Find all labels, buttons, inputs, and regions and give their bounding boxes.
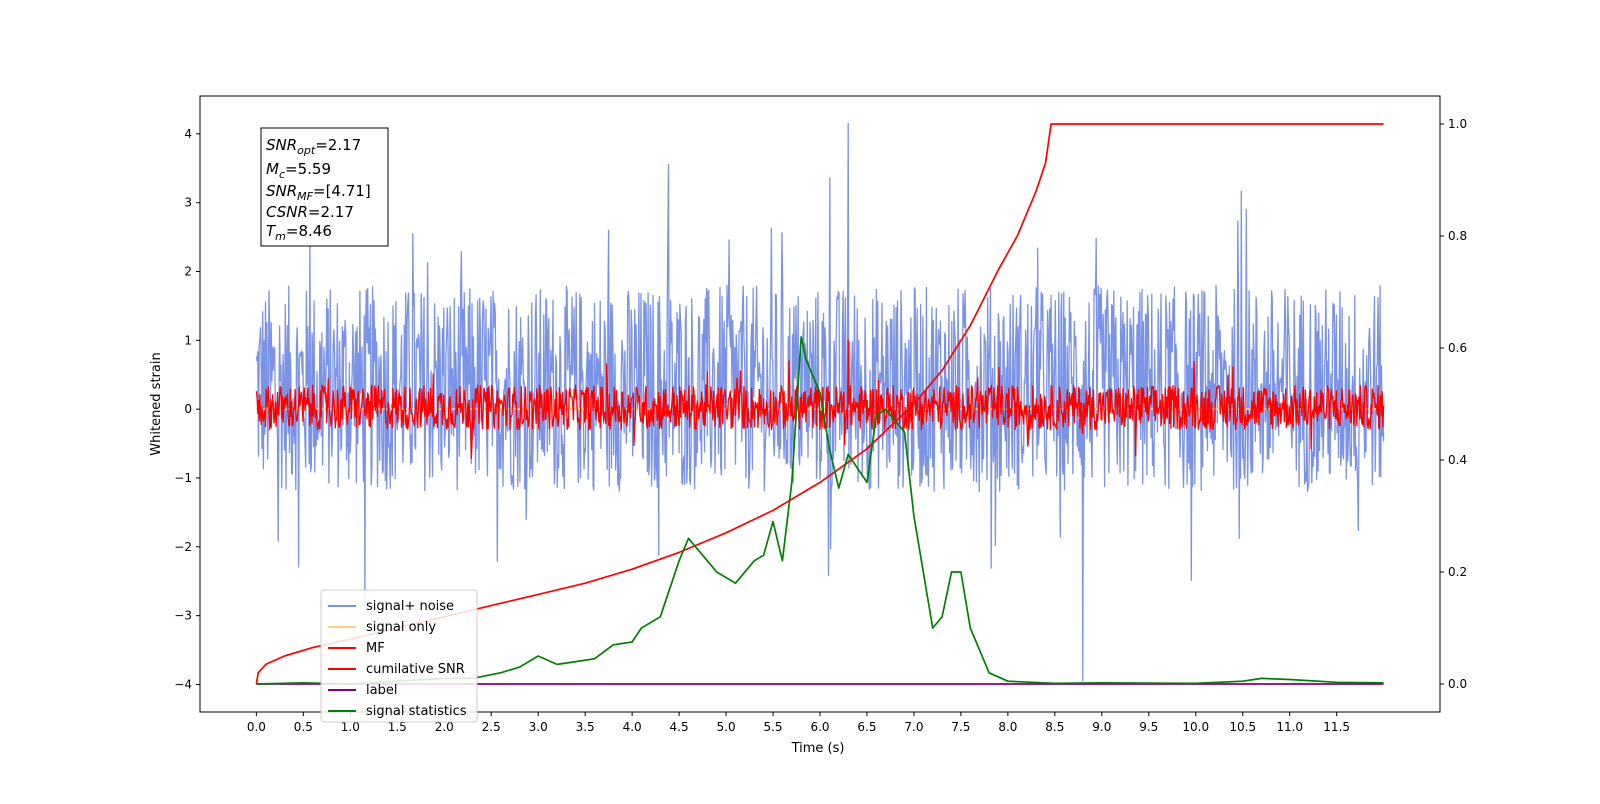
y-right-tick-label: 0.0 [1448, 677, 1467, 691]
y-right-tick-label: 1.0 [1448, 117, 1467, 131]
y-left-tick-label: 1 [184, 333, 192, 347]
x-tick-label: 0.5 [294, 720, 313, 734]
y-left-tick-label: 3 [184, 196, 192, 210]
y-left-tick-label: 4 [184, 127, 192, 141]
legend: signal+ noise signal only MF cumilative SNR… [320, 589, 478, 723]
x-tick-label: 9.0 [1092, 720, 1111, 734]
annotation-box: SNRopt=2.17 Mc=5.59 SNRMF=[4.71] CSNR=2.… [260, 127, 389, 247]
y-left-tick-label: −2 [174, 540, 192, 554]
y-right-tick-label: 0.8 [1448, 229, 1467, 243]
x-axis-label: Time (s) [791, 741, 845, 756]
x-tick-label: 2.0 [435, 720, 454, 734]
x-tick-label: 8.5 [1045, 720, 1064, 734]
y-left-tick-label: −4 [174, 677, 192, 691]
x-tick-label: 10.0 [1182, 720, 1209, 734]
x-tick-label: 2.5 [482, 720, 501, 734]
legend-frame [320, 589, 478, 723]
x-tick-label: 0.0 [247, 720, 266, 734]
y-left-tick-label: −1 [174, 471, 192, 485]
x-tick-label: 9.5 [1139, 720, 1158, 734]
x-tick-label: 1.5 [388, 720, 407, 734]
legend-label: signal+ noise [366, 599, 454, 614]
y-right-tick-label: 0.2 [1448, 565, 1467, 579]
x-tick-label: 1.0 [341, 720, 360, 734]
series-line-signal-statistics [256, 335, 1384, 685]
x-tick-label: 4.0 [623, 720, 642, 734]
legend-label: MF [366, 641, 385, 656]
x-tick-label: 6.5 [857, 720, 876, 734]
x-tick-label: 7.0 [904, 720, 923, 734]
legend-label: label [366, 683, 397, 698]
x-tick-label: 11.0 [1276, 720, 1303, 734]
x-tick-label: 5.5 [763, 720, 782, 734]
x-tick-label: 3.5 [576, 720, 595, 734]
x-tick-label: 8.0 [998, 720, 1017, 734]
annotation-snr-mf: SNRMF=[4.71] [266, 182, 371, 203]
annotation-mc: Mc=5.59 [266, 160, 331, 181]
annotation-csnr: CSNR=2.17 [266, 203, 354, 221]
annotation-tm: Tm=8.46 [266, 222, 332, 243]
x-tick-label: 7.5 [951, 720, 970, 734]
legend-label: signal statistics [366, 704, 467, 719]
series-line-cumilative-snr [255, 123, 1384, 685]
x-tick-label: 4.5 [670, 720, 689, 734]
x-tick-label: 11.5 [1323, 720, 1350, 734]
y-left-tick-label: 0 [184, 402, 192, 416]
y-axis-label: Whitened strain [149, 352, 164, 455]
y-right-tick-label: 0.6 [1448, 341, 1467, 355]
series-line-mf [255, 339, 1385, 459]
x-tick-label: 3.0 [529, 720, 548, 734]
legend-label: cumilative SNR [366, 662, 465, 677]
ticks-layer: 0.0 0.5 1.0 1.5 2.0 2.5 3.0 3.5 4.0 4.5 5.0 5.5 6.0 6… [174, 117, 1467, 734]
x-tick-label: 5.0 [717, 720, 736, 734]
x-tick-label: 10.5 [1229, 720, 1256, 734]
annotation-snr-opt: SNRopt=2.17 [266, 136, 361, 157]
x-tick-label: 6.0 [810, 720, 829, 734]
y-left-tick-label: 2 [184, 265, 192, 279]
y-right-tick-label: 0.4 [1448, 453, 1467, 467]
legend-label: signal only [366, 620, 436, 635]
y-left-tick-label: −3 [174, 609, 192, 623]
